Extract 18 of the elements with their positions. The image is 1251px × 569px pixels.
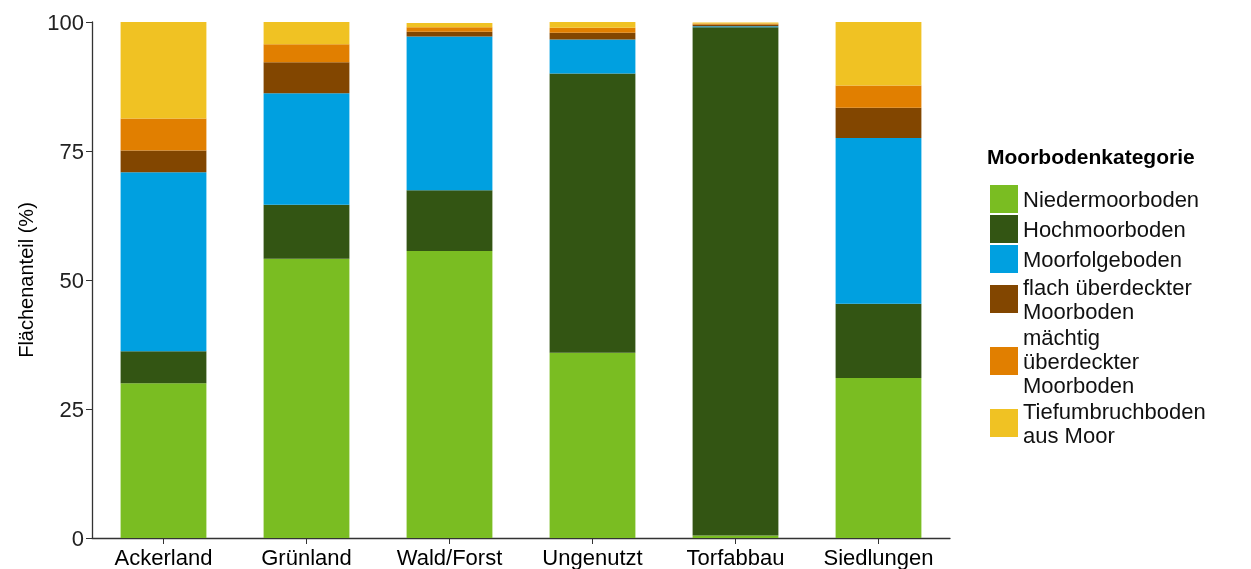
legend-label: Hochmoorboden bbox=[1023, 216, 1186, 242]
x-tick-label: Wald/Forst bbox=[396, 544, 503, 569]
y-tick-label: 0 bbox=[71, 525, 84, 551]
legend-label: Moorfolgeboden bbox=[1023, 246, 1183, 272]
x-tick-label: Siedlungen bbox=[823, 544, 934, 569]
legend-label: mächtig überdeckter Moorboden bbox=[1023, 324, 1146, 398]
x-tick-label: Torfabbau bbox=[686, 544, 785, 569]
legend-title: Moorbodenkategorie bbox=[987, 145, 1195, 168]
legend-label: Tiefumbruchboden aus Moor bbox=[1023, 398, 1212, 448]
x-tick-label: Ackerland bbox=[114, 544, 213, 569]
y-tick-label: 100 bbox=[47, 9, 84, 35]
x-tick-label: Grünland bbox=[261, 544, 352, 569]
x-tick-label: Ungenutzt bbox=[542, 544, 643, 569]
legend-label: Niedermoorboden bbox=[1023, 186, 1200, 212]
y-tick-label: 25 bbox=[59, 396, 84, 422]
y-tick-label: 75 bbox=[59, 138, 84, 164]
y-tick-label: 50 bbox=[59, 267, 84, 293]
y-axis-title: Flächenanteil (%) bbox=[15, 202, 38, 358]
